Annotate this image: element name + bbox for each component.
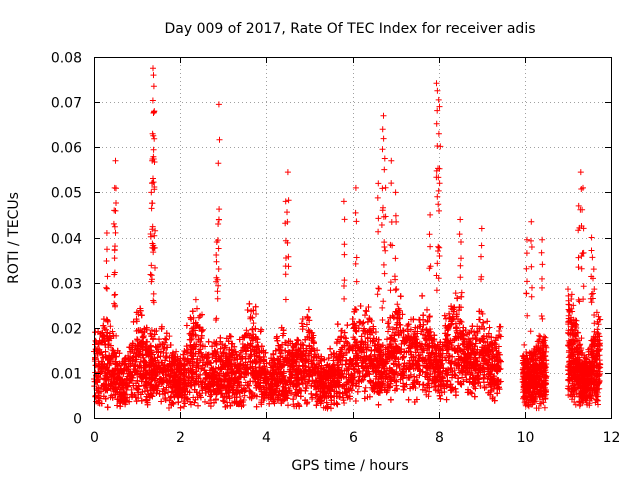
y-tick-label: 0.07 [51,96,82,112]
y-tick-labels: 0 0.01 0.02 0.03 0.04 0.05 0.06 0.07 0.08 [51,51,82,428]
x-tick-label: 0 [90,430,99,446]
data-points [91,65,604,412]
axis-ticks [94,57,612,419]
chart-title: Day 009 of 2017, Rate Of TEC Index for r… [164,21,535,37]
x-tick-label: 4 [262,430,271,446]
x-axis-title: GPS time / hours [291,458,408,474]
data-point-markers [95,305,502,412]
y-tick-label: 0.06 [51,141,82,157]
y-tick-label: 0.02 [51,322,82,338]
y-tick-label: 0.03 [51,277,82,293]
y-tick-label: 0 [73,412,82,428]
y-tick-label: 0.08 [51,51,82,67]
x-tick-label: 12 [603,430,621,446]
y-tick-label: 0.05 [51,186,82,202]
x-tick-label: 10 [517,430,535,446]
x-tick-label: 2 [176,430,185,446]
data-point-markers [103,65,603,402]
y-tick-label: 0.04 [51,232,82,248]
x-tick-label: 6 [349,430,358,446]
x-tick-labels: 0 2 4 6 8 10 12 [90,430,620,446]
y-tick-label: 0.01 [51,367,82,383]
x-tick-label: 8 [435,430,444,446]
y-axis-title: ROTI / TECUs [6,192,22,284]
